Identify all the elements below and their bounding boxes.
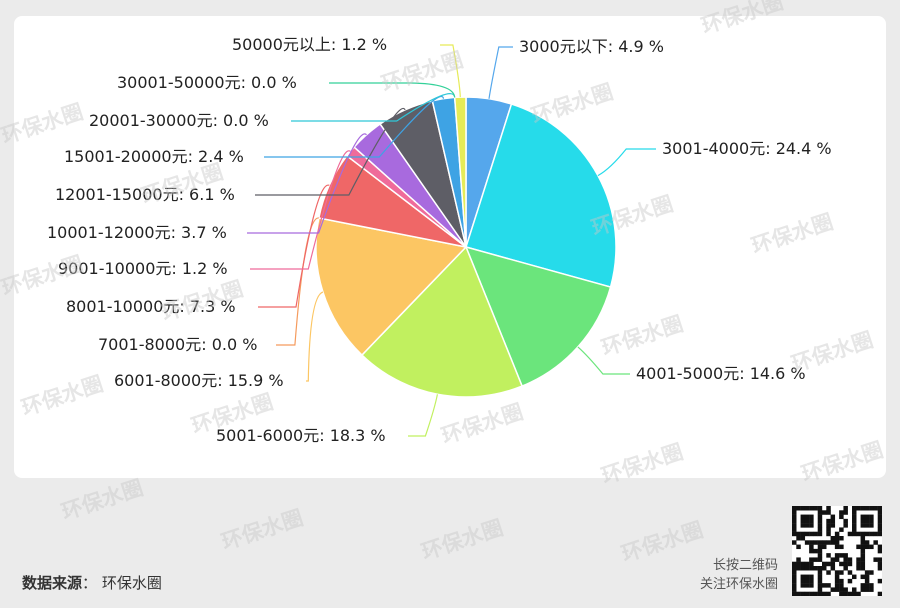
- leader-line: [250, 150, 351, 270]
- slice-label: 12001-15000元: 6.1 %: [55, 185, 235, 204]
- slice-label: 4001-5000元: 14.6 %: [636, 364, 806, 383]
- pie-slice: [453, 96, 467, 248]
- leader-line: [247, 133, 367, 234]
- leader-line: [255, 107, 406, 196]
- labels-layer: 3000元以下: 4.9 % 3001-4000元: 24.4 % 4001-500…: [47, 35, 832, 445]
- slice-label: 8001-10000元: 7.3 %: [66, 297, 236, 316]
- slice-label: 6001-8000元: 15.9 %: [114, 371, 284, 390]
- data-source-value: 环保水圈: [101, 574, 162, 592]
- leader-line: [408, 394, 438, 437]
- slice-label: 20001-30000元: 0.0 %: [89, 111, 269, 130]
- slice-label: 7001-8000元: 0.0 %: [98, 335, 257, 354]
- leader-lines-layer: [247, 44, 656, 437]
- data-source: 数据来源： 环保水圈: [22, 572, 162, 593]
- leader-line: [440, 44, 461, 98]
- slice-label: 3001-4000元: 24.4 %: [662, 139, 832, 158]
- slice-label: 30001-50000元: 0.0 %: [117, 73, 297, 92]
- leader-line: [258, 184, 330, 308]
- leader-line: [306, 291, 324, 382]
- slice-label: 50000元以上: 1.2 %: [232, 35, 387, 54]
- qr-caption: 长按二维码 关注环保水圈: [700, 556, 778, 594]
- qr-caption-line-2: 关注环保水圈: [699, 577, 778, 592]
- slice-label: 3000元以下: 4.9 %: [519, 37, 664, 56]
- data-source-separator: ：: [82, 574, 98, 592]
- slices-layer: [315, 96, 617, 398]
- data-source-key: 数据来源: [22, 574, 83, 592]
- leader-line: [597, 148, 656, 177]
- pie-slice: [465, 103, 617, 288]
- pie-slice: [464, 245, 612, 388]
- leader-line: [264, 95, 445, 158]
- leader-line: [329, 82, 456, 98]
- leader-line: [488, 46, 513, 99]
- qr-code-icon[interactable]: [792, 506, 882, 596]
- pie-slice: [315, 217, 468, 357]
- slice-label: 5001-6000元: 18.3 %: [216, 426, 386, 445]
- slice-label: 10001-12000元: 3.7 %: [47, 223, 227, 242]
- slice-label: 15001-20000元: 2.4 %: [64, 147, 244, 166]
- leader-line: [276, 217, 319, 346]
- slice-label: 9001-10000元: 1.2 %: [58, 259, 228, 278]
- qr-caption-line-1: 长按二维码: [712, 558, 778, 573]
- leader-line: [577, 346, 630, 375]
- pie-slice: [360, 245, 524, 398]
